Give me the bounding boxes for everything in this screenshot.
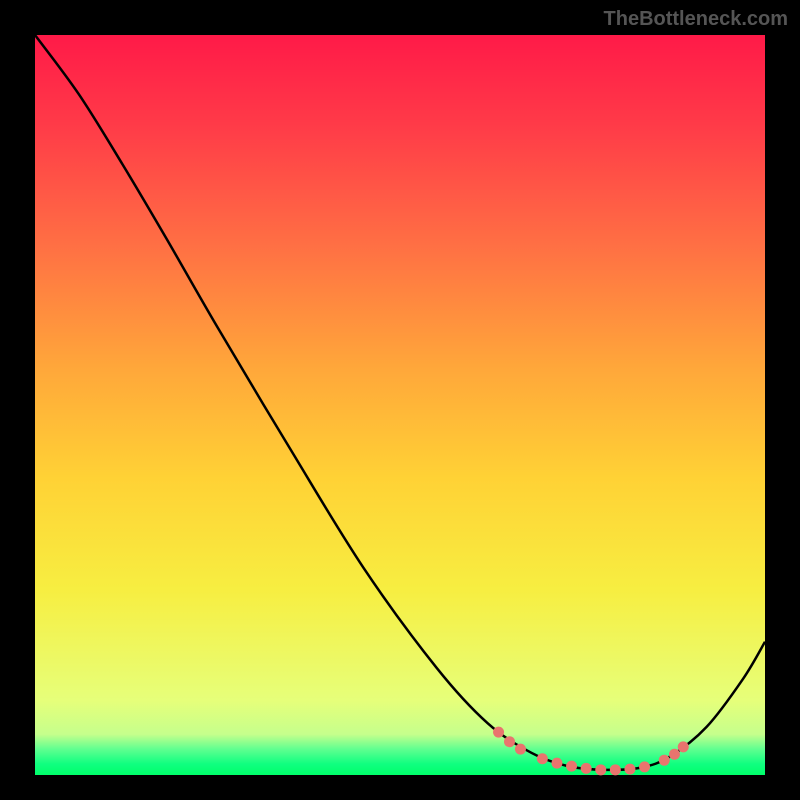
plot-background — [35, 35, 765, 775]
marker-dot — [504, 736, 515, 747]
marker-dot — [515, 744, 526, 755]
marker-dot — [581, 763, 592, 774]
marker-dot — [639, 761, 650, 772]
marker-dot — [669, 749, 680, 760]
bottleneck-chart — [0, 0, 800, 800]
marker-dot — [595, 764, 606, 775]
marker-dot — [493, 727, 504, 738]
watermark-text: TheBottleneck.com — [604, 8, 788, 31]
marker-dot — [624, 764, 635, 775]
marker-dot — [566, 761, 577, 772]
marker-dot — [551, 758, 562, 769]
marker-dot — [610, 764, 621, 775]
marker-dot — [678, 741, 689, 752]
marker-dot — [537, 753, 548, 764]
chart-container: TheBottleneck.com — [0, 0, 800, 800]
marker-dot — [659, 755, 670, 766]
